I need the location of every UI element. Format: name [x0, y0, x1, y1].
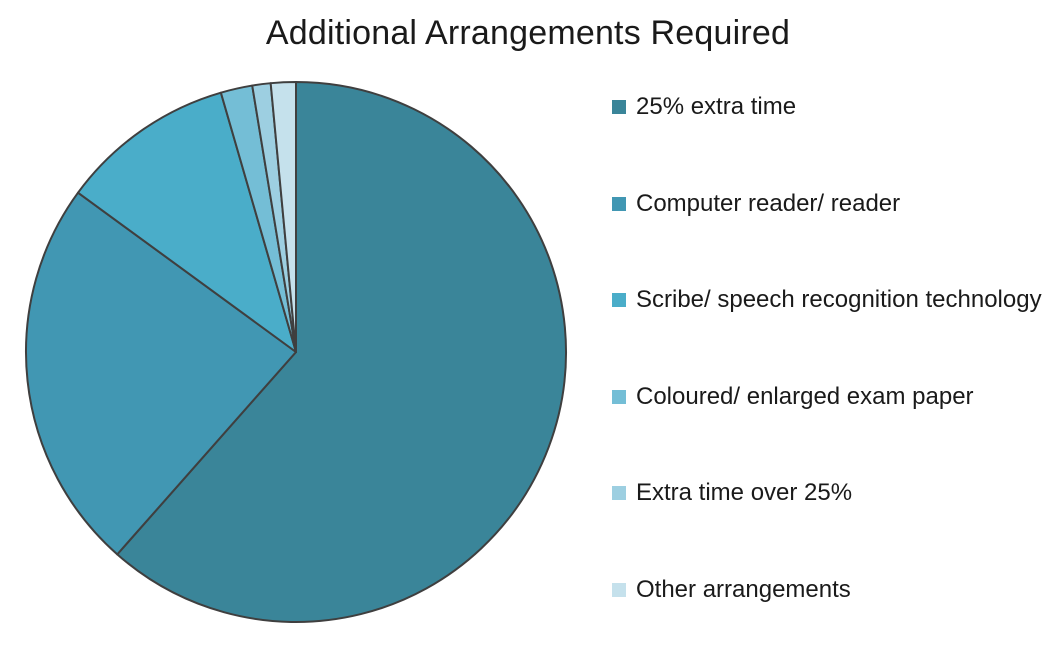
legend-label: Computer reader/ reader [636, 185, 1046, 222]
legend-swatch [612, 486, 626, 500]
legend-label: Coloured/ enlarged exam paper [636, 378, 1046, 415]
legend-label: Scribe/ speech recognition technology [636, 281, 1046, 318]
legend-item-6: Other arrangements [612, 571, 1042, 667]
legend-label: 25% extra time [636, 88, 1046, 125]
legend-label: Other arrangements [636, 571, 1046, 608]
legend-item-5: Extra time over 25% [612, 474, 1042, 571]
legend-item-1: 25% extra time [612, 88, 1042, 185]
legend-item-3: Scribe/ speech recognition technology [612, 281, 1042, 378]
legend-swatch [612, 390, 626, 404]
legend-swatch [612, 293, 626, 307]
legend-swatch [612, 583, 626, 597]
legend-item-4: Coloured/ enlarged exam paper [612, 378, 1042, 475]
legend-item-2: Computer reader/ reader [612, 185, 1042, 282]
legend-label: Extra time over 25% [636, 474, 1046, 511]
legend-swatch [612, 197, 626, 211]
pie-chart [0, 0, 600, 638]
legend-swatch [612, 100, 626, 114]
